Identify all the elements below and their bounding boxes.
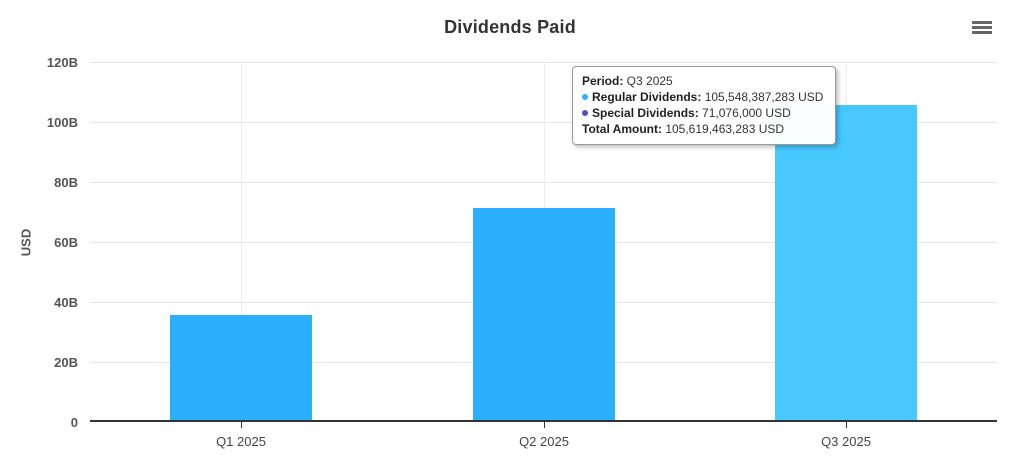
x-axis-tick bbox=[544, 422, 545, 428]
tooltip-row: Special Dividends: 71,076,000 USD bbox=[582, 105, 826, 121]
column-bar-q2-2025[interactable] bbox=[473, 207, 615, 422]
horizontal-gridline bbox=[90, 122, 997, 123]
x-axis-category-label: Q3 2025 bbox=[821, 434, 871, 449]
y-axis-tick-label: 80B bbox=[54, 175, 78, 190]
tooltip-row: Regular Dividends: 105,548,387,283 USD bbox=[582, 89, 826, 105]
tooltip-row-label: Total Amount: bbox=[582, 122, 662, 136]
column-bar-q3-2025[interactable] bbox=[775, 105, 917, 422]
y-axis-tick-label: 100B bbox=[46, 115, 78, 130]
series-bullet-icon bbox=[582, 110, 588, 116]
x-axis-category-label: Q2 2025 bbox=[519, 434, 569, 449]
chart-title: Dividends Paid bbox=[444, 17, 576, 37]
tooltip-row-value: 71,076,000 USD bbox=[698, 106, 791, 120]
tooltip-row-value: Q3 2025 bbox=[623, 74, 673, 88]
tooltip-row-label: Period: bbox=[582, 74, 624, 88]
y-axis-tick-label: 40B bbox=[54, 295, 78, 310]
tooltip-row-value: 105,619,463,283 USD bbox=[661, 122, 785, 136]
hamburger-bar bbox=[972, 26, 992, 29]
tooltip: Period: Q3 2025 Regular Dividends: 105,54… bbox=[572, 66, 836, 145]
x-axis-tick bbox=[241, 422, 242, 428]
horizontal-gridline bbox=[90, 62, 997, 63]
x-axis-category-label: Q1 2025 bbox=[216, 434, 266, 449]
vertical-gridline bbox=[241, 62, 242, 422]
hamburger-bar bbox=[972, 21, 992, 24]
series-bullet-icon bbox=[582, 94, 588, 100]
x-axis-line bbox=[90, 420, 997, 422]
tooltip-row: Period: Q3 2025 bbox=[582, 73, 826, 89]
y-axis-tick-label: 20B bbox=[54, 355, 78, 370]
y-axis-tick-label: 60B bbox=[54, 235, 78, 250]
tooltip-row-value: 105,548,387,283 USD bbox=[701, 90, 824, 104]
tooltip-row-label: Regular Dividends: bbox=[592, 90, 702, 104]
tooltip-row-label: Special Dividends: bbox=[592, 106, 699, 120]
tooltip-row: Total Amount: 105,619,463,283 USD bbox=[582, 121, 826, 137]
hamburger-bar bbox=[972, 31, 992, 34]
horizontal-gridline bbox=[90, 182, 997, 183]
plot-area bbox=[90, 62, 997, 422]
y-axis-tick-label: 0 bbox=[70, 415, 78, 430]
hamburger-menu-icon[interactable] bbox=[972, 21, 992, 34]
y-axis-tick-label: 120B bbox=[46, 55, 78, 70]
x-axis-tick bbox=[846, 422, 847, 428]
column-bar-q1-2025[interactable] bbox=[170, 314, 312, 422]
